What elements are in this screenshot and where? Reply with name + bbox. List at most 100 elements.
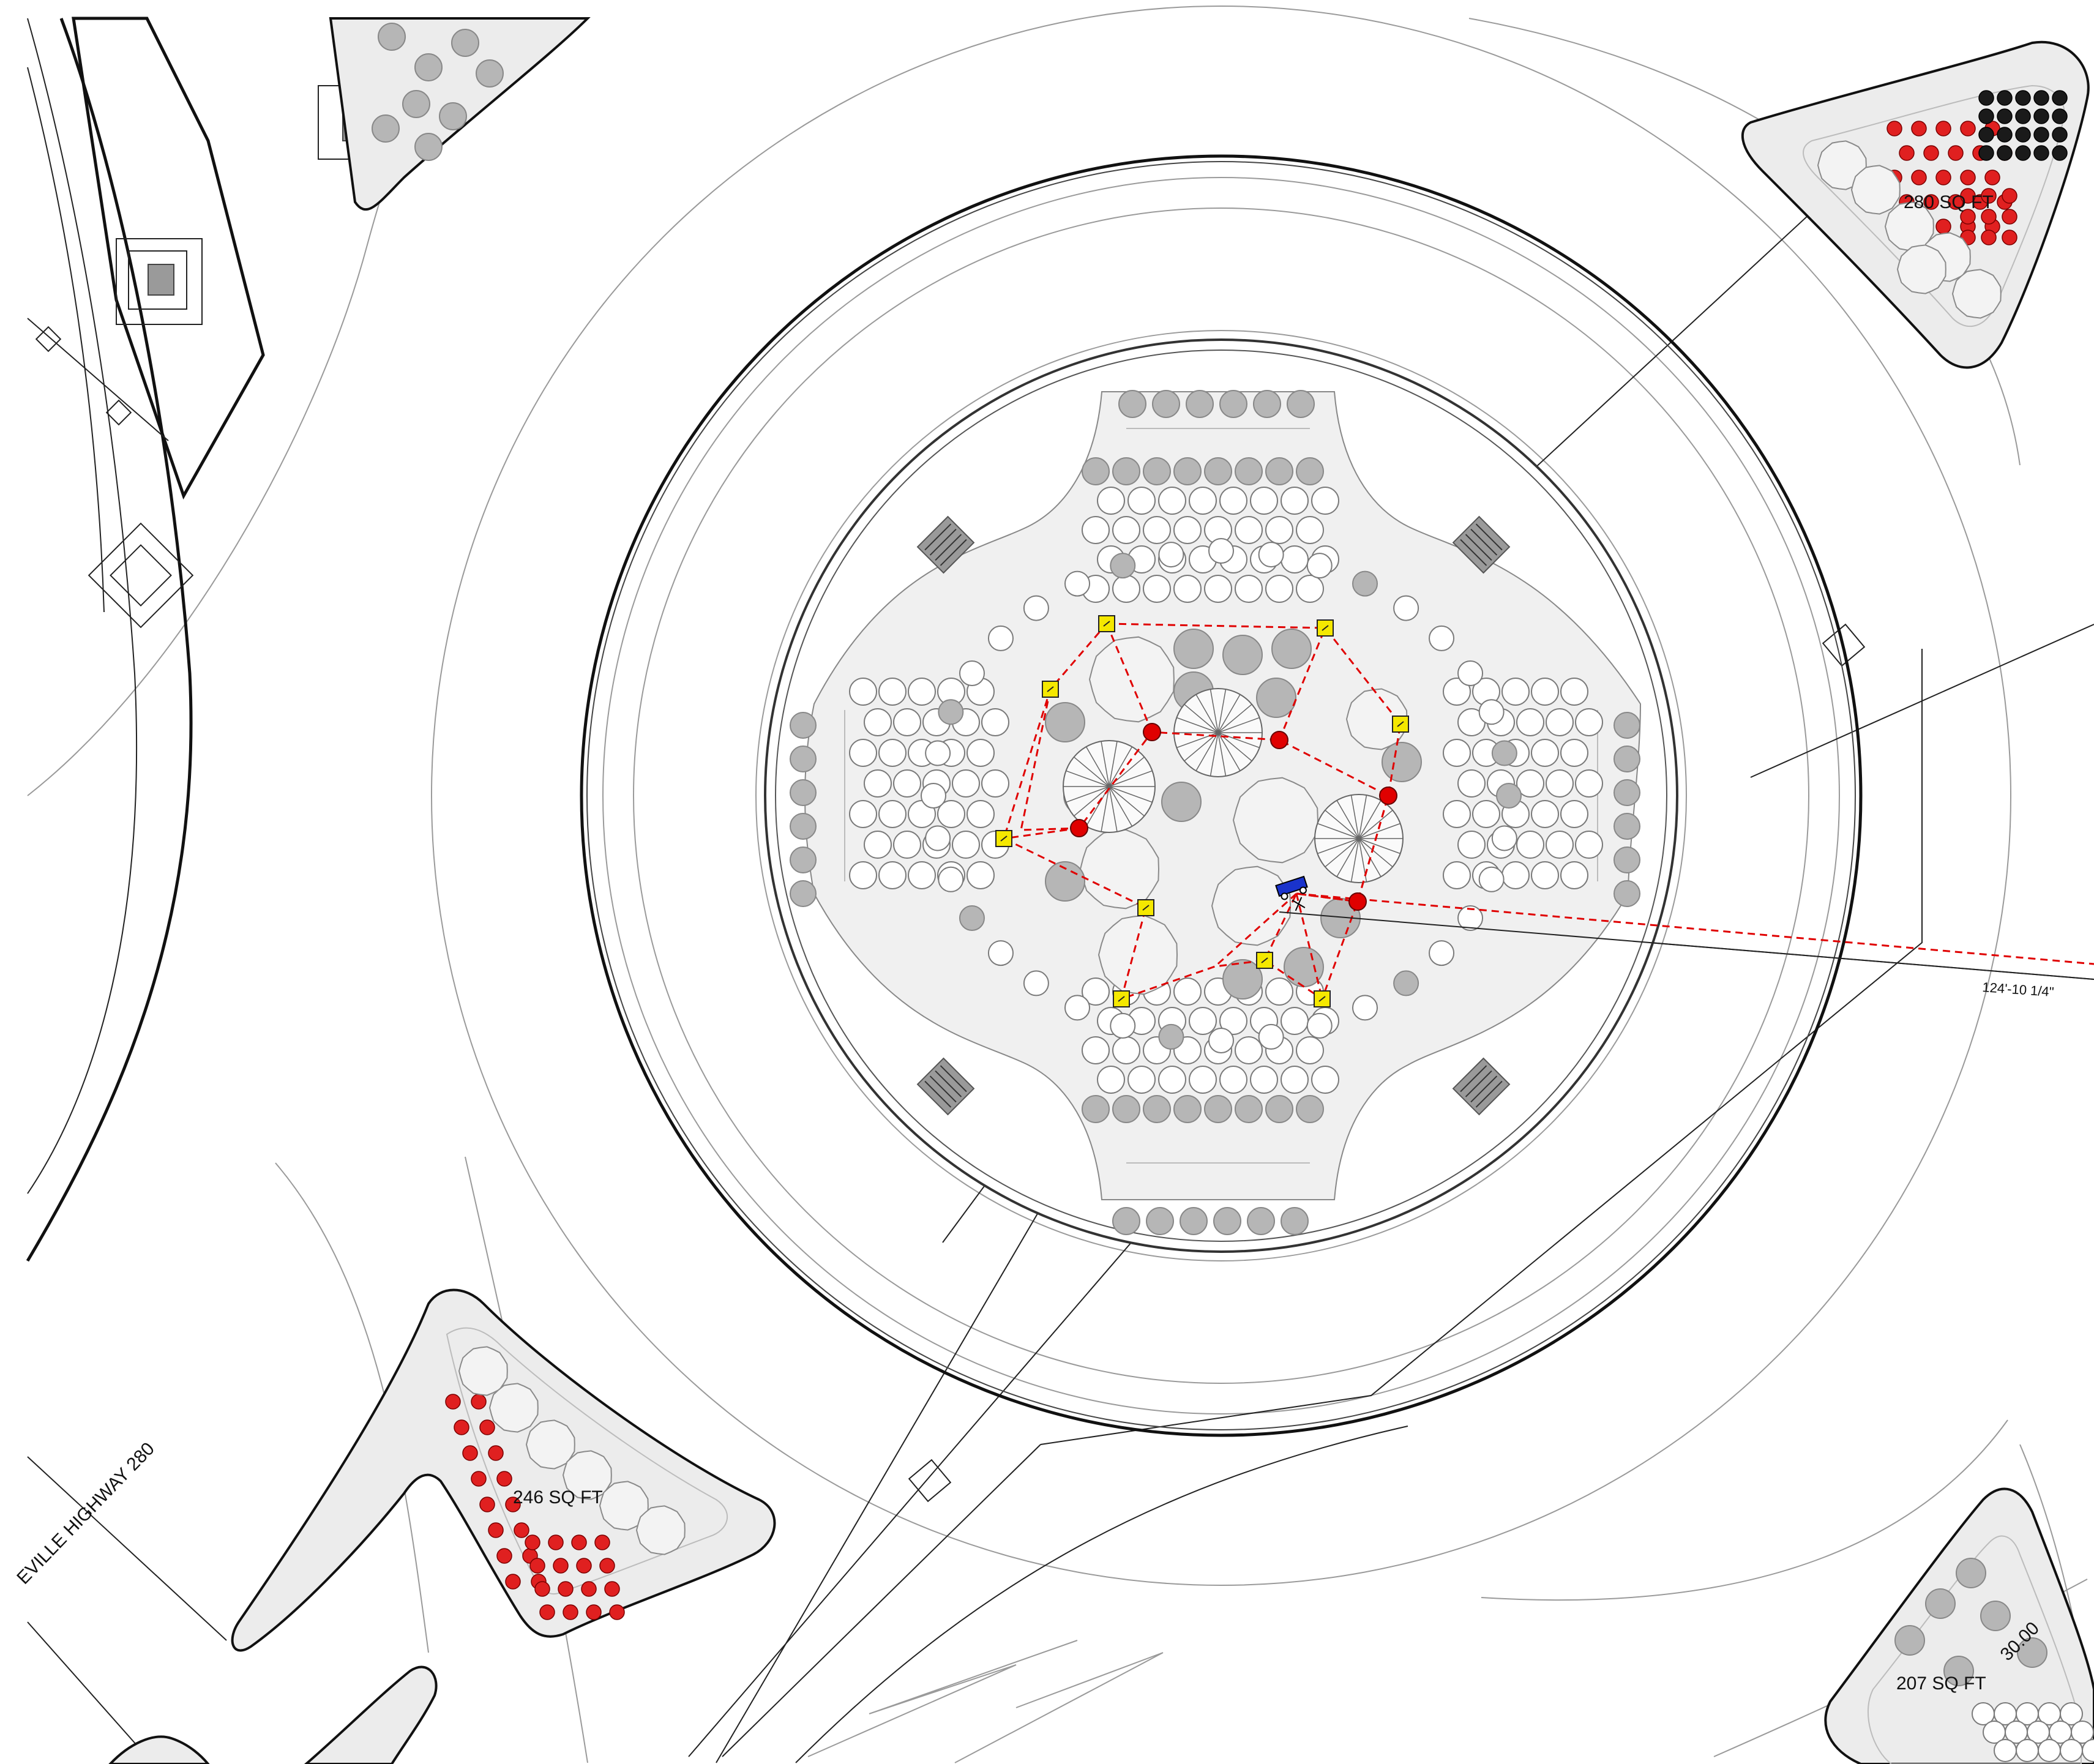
pole-marker-icon	[1379, 787, 1397, 805]
shrub-icon	[1143, 1095, 1171, 1123]
shrub-icon	[1112, 1207, 1140, 1235]
shrub-icon	[1208, 538, 1234, 564]
utility-boxes	[35, 85, 386, 629]
flower-icon	[599, 1558, 615, 1574]
flower-icon	[1911, 121, 1927, 136]
shrub-icon	[1173, 1095, 1202, 1123]
flower-icon	[1997, 90, 2013, 106]
flower-icon	[1960, 170, 1976, 185]
shrub-icon	[1265, 977, 1293, 1006]
shrub-icon	[1296, 575, 1324, 603]
shrub-icon	[790, 746, 817, 772]
shrub-icon	[1614, 880, 1640, 907]
flower-icon	[1923, 145, 1939, 161]
shrub-icon	[1186, 390, 1214, 418]
shrub-icon	[1219, 1066, 1247, 1094]
flower-icon	[1948, 194, 1964, 210]
flower-icon	[548, 1534, 564, 1550]
shrub-icon	[987, 940, 1014, 966]
shrub-icon	[1472, 800, 1500, 828]
central-plantings	[790, 390, 1640, 1235]
light-fixtures	[995, 615, 1409, 1007]
shrub-icon	[1271, 629, 1312, 669]
shrub-icon	[878, 861, 907, 889]
shrub-icon	[1478, 866, 1505, 892]
shrub-icon	[790, 880, 817, 907]
shrub-icon	[967, 800, 995, 828]
shrub-icon	[864, 769, 892, 798]
shrub-icon	[1516, 769, 1544, 798]
shrub-icon	[1925, 1588, 1956, 1619]
square-light-icon	[1098, 615, 1115, 632]
shrub-icon	[1443, 739, 1471, 767]
shrub-icon	[952, 831, 980, 859]
shrub-icon	[1118, 390, 1146, 418]
flower-icon	[471, 1394, 487, 1410]
flower-icon	[604, 1581, 620, 1597]
island-plantings	[372, 23, 2094, 1762]
shrub-icon	[1296, 1036, 1324, 1064]
shrub-icon	[1219, 1007, 1247, 1035]
flower-icon	[1997, 127, 2013, 143]
tree-canopy-icon	[562, 1450, 612, 1500]
flower-icon	[454, 1419, 469, 1435]
shrub-icon	[1097, 487, 1125, 515]
shrub-icon	[1143, 575, 1171, 603]
shrub-icon	[1980, 1601, 2011, 1631]
flower-icon	[1981, 230, 1997, 245]
square-light-icon	[995, 830, 1012, 847]
shrub-icon	[2071, 1721, 2094, 1744]
shrub-icon	[2016, 1739, 2039, 1762]
drain-grate-icon	[1452, 1057, 1511, 1116]
shrub-icon	[1265, 516, 1293, 544]
flower-icon	[1899, 145, 1915, 161]
flower-icon	[576, 1558, 592, 1574]
tree-canopy-icon	[1097, 914, 1178, 995]
flower-icon	[1997, 108, 2013, 124]
shrub-icon	[1560, 678, 1588, 706]
shrub-icon	[864, 831, 892, 859]
shrub-icon	[952, 769, 980, 798]
shrub-icon	[1189, 1066, 1217, 1094]
pole-marker-icon	[1143, 723, 1161, 741]
square-light-icon	[1113, 990, 1130, 1007]
flower-icon	[505, 1574, 521, 1590]
shrub-icon	[1045, 861, 1085, 902]
square-light-icon	[1256, 952, 1273, 969]
flower-icon	[479, 1497, 495, 1512]
shrub-icon	[1531, 861, 1559, 889]
flower-icon	[2002, 188, 2017, 204]
shrub-icon	[1189, 487, 1217, 515]
shrub-icon	[1173, 516, 1202, 544]
shrub-icon	[1614, 813, 1640, 840]
shrub-icon	[893, 831, 921, 859]
shrub-icon	[1382, 742, 1422, 782]
shrub-icon	[1082, 457, 1110, 485]
island-se	[1824, 1487, 2094, 1764]
pole-markers	[1070, 723, 1397, 911]
shrub-icon	[1143, 516, 1171, 544]
flower-icon	[1981, 188, 1997, 204]
drain-grate-icon	[1452, 515, 1511, 574]
area-label-sw: 246 SQ FT	[513, 1487, 603, 1508]
flower-icon	[539, 1604, 555, 1620]
flower-icon	[2015, 145, 2031, 161]
tree-canopy-icon	[599, 1481, 649, 1531]
flower-icon	[445, 1394, 461, 1410]
flower-icon	[479, 1419, 495, 1435]
shrub-icon	[1143, 457, 1171, 485]
deciduous-tree-icon	[1314, 794, 1404, 883]
shrub-icon	[1311, 487, 1339, 515]
shrub-icon	[1491, 740, 1517, 766]
shrub-icon	[1161, 782, 1202, 822]
shrub-icon	[1531, 739, 1559, 767]
shrub-icon	[1158, 487, 1186, 515]
flower-icon	[1935, 121, 1951, 136]
shrub-icon	[937, 800, 965, 828]
shrub-icon	[1281, 487, 1309, 515]
shrub-icon	[1443, 800, 1471, 828]
shrub-icon	[1247, 1207, 1275, 1235]
storm-drains	[916, 515, 1511, 1116]
square-light-icon	[1137, 899, 1154, 916]
flower-icon	[558, 1581, 574, 1597]
